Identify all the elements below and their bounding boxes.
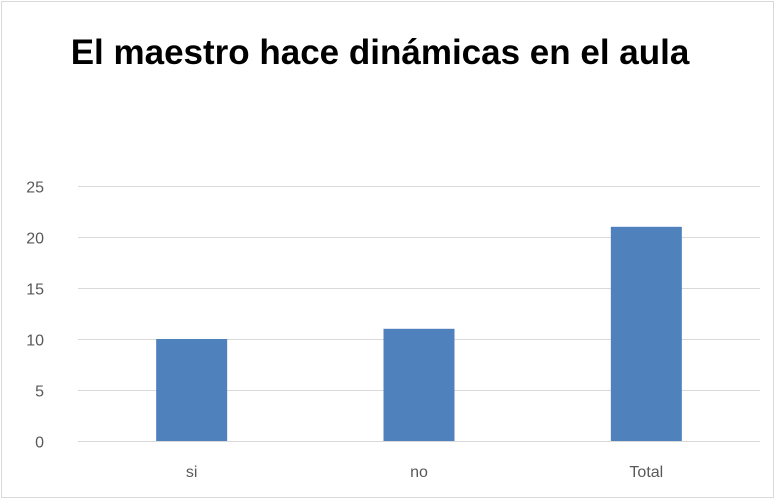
x-category-label: no: [410, 464, 428, 481]
bar-no: [383, 328, 455, 441]
x-axis-categories: si no Total: [186, 464, 663, 481]
y-tick-label: 10: [26, 333, 44, 350]
bars: [156, 226, 682, 441]
y-tick-label: 15: [26, 282, 44, 299]
bar-total: [610, 226, 682, 441]
x-category-label: si: [186, 464, 198, 481]
y-tick-label: 20: [26, 231, 44, 248]
chart-title: El maestro hace dinámicas en el aula: [70, 33, 690, 72]
y-tick-label: 0: [35, 435, 44, 452]
y-axis-ticks: 0 5 10 15 20 25: [26, 180, 44, 452]
y-tick-label: 25: [26, 180, 44, 197]
y-tick-label: 5: [35, 384, 44, 401]
bar-si: [156, 339, 228, 441]
x-category-label: Total: [629, 464, 663, 481]
